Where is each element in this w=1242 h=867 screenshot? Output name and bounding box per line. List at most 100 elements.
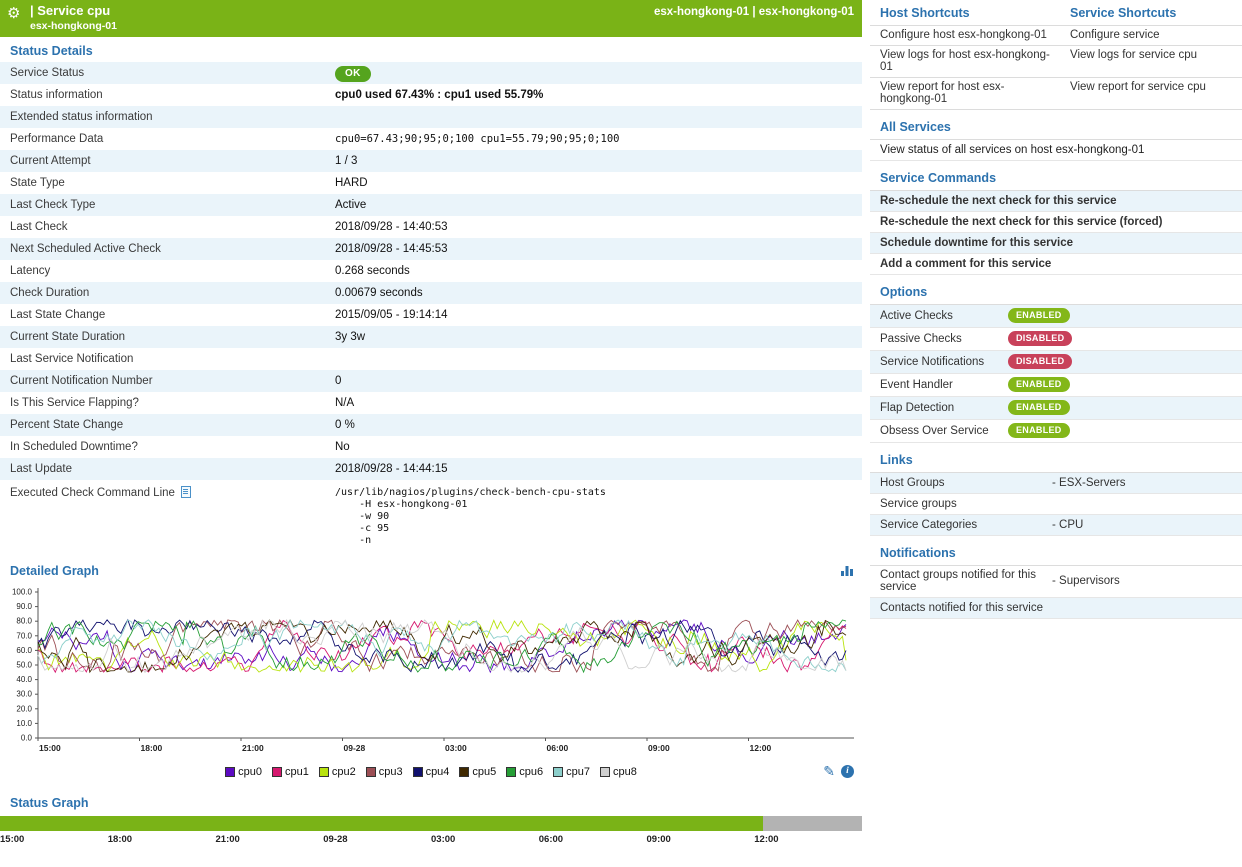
status-detail-value: N/A <box>335 397 355 409</box>
legend-swatch <box>412 767 423 777</box>
status-detail-label: Service Status <box>10 67 85 79</box>
svg-text:21:00: 21:00 <box>242 743 264 753</box>
legend-item-cpu0[interactable]: cpu0 <box>225 766 262 778</box>
all-services-section: All Services View status of all services… <box>870 110 1242 161</box>
svg-text:80.0: 80.0 <box>16 617 32 626</box>
legend-item-cpu8[interactable]: cpu8 <box>600 766 637 778</box>
notifications-title: Notifications <box>870 536 1242 566</box>
host-shortcut-link[interactable]: View logs for host esx-hongkong-01 <box>880 49 1050 73</box>
status-detail-row: Performance Data cpu0=67.43;90;95;0;100 c… <box>0 128 862 150</box>
option-state-badge[interactable]: ENABLED <box>1008 400 1070 415</box>
option-state-badge[interactable]: DISABLED <box>1008 331 1073 346</box>
copy-icon[interactable] <box>180 486 191 498</box>
status-detail-value: 1 / 3 <box>335 155 358 167</box>
svg-text:50.0: 50.0 <box>16 661 32 670</box>
option-row: Event Handler ENABLED <box>870 374 1242 397</box>
option-state-badge[interactable]: DISABLED <box>1008 354 1073 369</box>
status-detail-label: Executed Check Command Line <box>0 484 335 501</box>
svg-text:30.0: 30.0 <box>16 690 32 699</box>
all-services-link[interactable]: View status of all services on host esx-… <box>870 140 1242 161</box>
info-icon[interactable]: i <box>841 764 854 778</box>
legend-item-cpu5[interactable]: cpu5 <box>459 766 496 778</box>
legend-label: cpu0 <box>238 766 262 778</box>
y-axis: 0.0 10.0 20.0 30.0 40.0 50.0 60.0 70.0 80.0 90.0 1… <box>12 588 39 743</box>
service-command-link[interactable]: Re-schedule the next check for this serv… <box>870 212 1242 233</box>
shortcuts-section: Host Shortcuts Service Shortcuts Configu… <box>870 0 1242 110</box>
svg-text:18:00: 18:00 <box>141 743 163 753</box>
legend-item-cpu4[interactable]: cpu4 <box>412 766 450 778</box>
legend-label: cpu8 <box>613 766 637 778</box>
legend-label: cpu1 <box>284 766 309 778</box>
option-label: Passive Checks <box>880 332 962 345</box>
status-detail-value: 2015/09/05 - 19:14:14 <box>335 309 448 321</box>
status-detail-row: Current Attempt 1 / 3 <box>0 150 862 172</box>
status-detail-label: Is This Service Flapping? <box>10 397 139 409</box>
chart-legend: cpu0 cpu1 cpu2 cpu3 cpu4 cpu5 cpu6 cpu7 cpu8 <box>225 766 637 778</box>
links-section: Links Host Groups - ESX-Servers Service gr… <box>870 443 1242 536</box>
status-detail-value: 0 % <box>335 419 355 431</box>
option-state-badge[interactable]: ENABLED <box>1008 308 1070 323</box>
legend-item-cpu2[interactable]: cpu2 <box>318 766 356 778</box>
notification-label: Contact groups notified for this service <box>880 569 1036 593</box>
bar-chart-icon[interactable] <box>840 563 854 577</box>
notifications-section: Notifications Contact groups notified fo… <box>870 536 1242 619</box>
status-detail-row: Check Duration 0.00679 seconds <box>0 282 862 304</box>
host-shortcut-link[interactable]: Configure host esx-hongkong-01 <box>880 29 1047 41</box>
status-nodata-segment <box>762 816 862 831</box>
legend-item-cpu3[interactable]: cpu3 <box>365 766 403 778</box>
host-shortcuts-title: Host Shortcuts <box>880 6 970 20</box>
svg-text:60.0: 60.0 <box>16 646 32 655</box>
series-cpu4 <box>37 618 847 673</box>
status-detail-label: Last Check <box>10 221 68 233</box>
link-value: - CPU <box>1052 518 1084 531</box>
gear-icon[interactable]: ⚙ <box>7 5 21 22</box>
service-command-link[interactable]: Add a comment for this service <box>870 254 1242 275</box>
status-detail-value <box>335 106 862 128</box>
status-detail-row: In Scheduled Downtime? No <box>0 436 862 458</box>
host-shortcut-link[interactable]: View report for host esx-hongkong-01 <box>880 81 1005 105</box>
detailed-graph-section: Detailed Graph 0.0 10.0 20.0 30.0 40.0 50.0 60… <box>0 557 862 784</box>
edit-graph-icon[interactable]: ✎ <box>823 763 835 779</box>
legend-item-cpu7[interactable]: cpu7 <box>553 766 590 778</box>
status-detail-label: Current Notification Number <box>10 375 153 387</box>
service-command-link[interactable]: Schedule downtime for this service <box>870 233 1242 254</box>
status-axis-label: 09-28 <box>323 834 348 845</box>
status-detail-value: 2018/09/28 - 14:44:15 <box>335 463 448 475</box>
option-label: Obsess Over Service <box>880 424 989 437</box>
cpu-usage-line-chart: 0.0 10.0 20.0 30.0 40.0 50.0 60.0 70.0 80.0 90.0 1… <box>12 588 854 753</box>
options-section: Options Active Checks ENABLED Passive Chec… <box>870 275 1242 443</box>
shortcuts-table: Configure host esx-hongkong-01 Configure … <box>870 26 1242 110</box>
option-row: Passive Checks DISABLED <box>870 328 1242 351</box>
status-detail-label: Extended status information <box>10 111 153 123</box>
notification-row: Contacts notified for this service <box>870 598 1242 619</box>
service-shortcut-link[interactable]: View report for service cpu <box>1070 81 1206 93</box>
status-detail-label: Status information <box>10 89 103 101</box>
legend-label: cpu4 <box>425 766 450 778</box>
option-row: Service Notifications DISABLED <box>870 351 1242 374</box>
status-detail-value: 0 <box>335 375 342 387</box>
graph-action-icons: ✎ i <box>823 764 854 778</box>
status-graph-section: Status Graph 15:00 18:00 21:00 09-28 03:00 06… <box>0 784 862 850</box>
option-state-badge[interactable]: ENABLED <box>1008 423 1070 438</box>
host-name: esx-hongkong-01 <box>30 20 117 32</box>
legend-label: cpu7 <box>566 766 590 778</box>
service-shortcut-link[interactable]: View logs for service cpu <box>1070 49 1197 61</box>
status-detail-label: Performance Data <box>10 133 104 145</box>
status-detail-value: OK <box>335 62 862 84</box>
service-shortcut-link[interactable]: Configure service <box>1070 29 1160 41</box>
legend-swatch <box>459 767 470 777</box>
status-axis-label: 03:00 <box>431 834 456 845</box>
shortcuts-header: Host Shortcuts Service Shortcuts <box>870 0 1242 26</box>
option-state-badge[interactable]: ENABLED <box>1008 377 1070 392</box>
status-detail-label: State Type <box>10 177 65 189</box>
svg-text:70.0: 70.0 <box>16 631 32 640</box>
status-detail-row: Last Update 2018/09/28 - 14:44:15 <box>0 458 862 480</box>
status-detail-row: State Type HARD <box>0 172 862 194</box>
status-detail-row: Last Check Type Active <box>0 194 862 216</box>
status-detail-label: Current Attempt <box>10 155 91 167</box>
status-detail-row: Last Service Notification <box>0 348 862 370</box>
legend-item-cpu6[interactable]: cpu6 <box>506 766 543 778</box>
service-command-link[interactable]: Re-schedule the next check for this serv… <box>870 191 1242 212</box>
legend-item-cpu1[interactable]: cpu1 <box>271 766 309 778</box>
link-row: Service Categories - CPU <box>870 515 1242 536</box>
